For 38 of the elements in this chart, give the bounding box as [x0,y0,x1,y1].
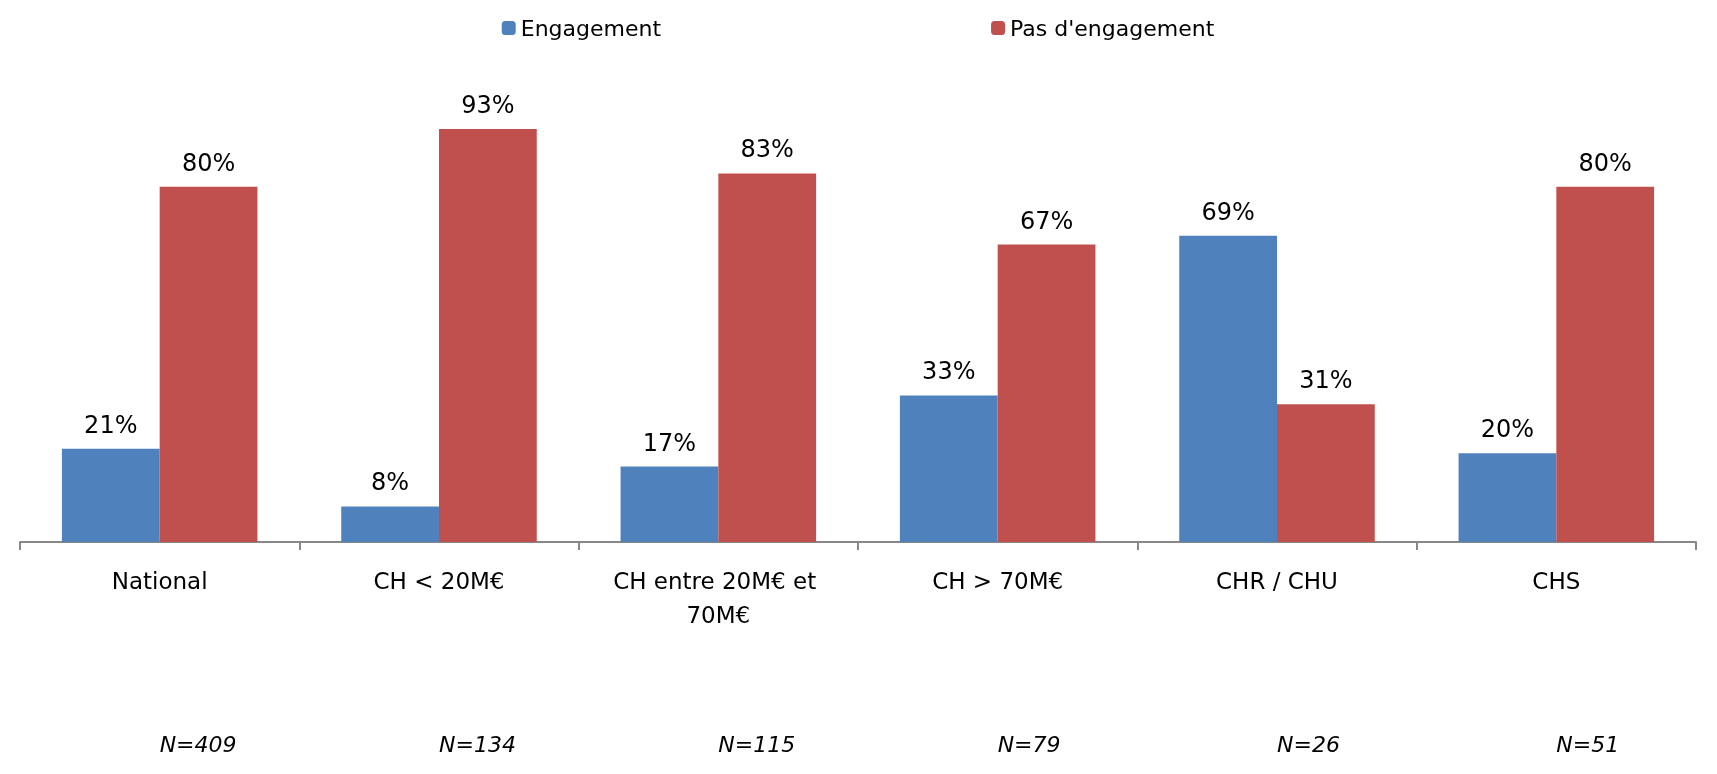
x-tick-label: CH < 20M€ [373,568,505,594]
data-label: 69% [1201,197,1255,226]
text: N=134 [439,731,516,757]
data-label: 8% [371,468,410,497]
data-label: 20% [1480,415,1535,444]
bar [439,129,537,542]
data-label: 17% [642,428,697,457]
text: N=51 [1556,731,1620,757]
bar [718,173,817,542]
legend-label: Engagement [520,15,662,41]
data-label: 93% [461,91,515,120]
bar [61,448,160,542]
data-label: 80% [181,148,236,177]
text: N=409 [159,731,237,757]
text: N=26 [1277,731,1340,757]
data-label: 67% [1019,206,1074,235]
x-tick-label: CH entre 20M€ et 70M€ [613,568,824,628]
bar [1179,235,1277,542]
data-label: 21% [84,410,138,439]
bar [1277,404,1375,542]
data-label: 33% [922,357,976,386]
bar [899,395,998,542]
bar [997,244,1096,542]
x-tick-label: CH > 70M€ [932,568,1064,594]
x-tick-label: CHR / CHU [1216,568,1338,594]
text: N=115 [718,731,796,757]
x-tick-label: National [111,568,208,594]
bar [341,506,439,542]
legend-label: Pas d'engagement [1010,15,1215,41]
bar [620,466,719,542]
data-label: 31% [1299,366,1353,395]
data-label: 83% [740,135,794,164]
data-label: 80% [1578,148,1632,177]
bar [1556,186,1655,542]
text: N=79 [997,731,1061,757]
bar [159,186,258,542]
bar [1458,453,1557,542]
x-tick-label: CHS [1532,568,1581,594]
